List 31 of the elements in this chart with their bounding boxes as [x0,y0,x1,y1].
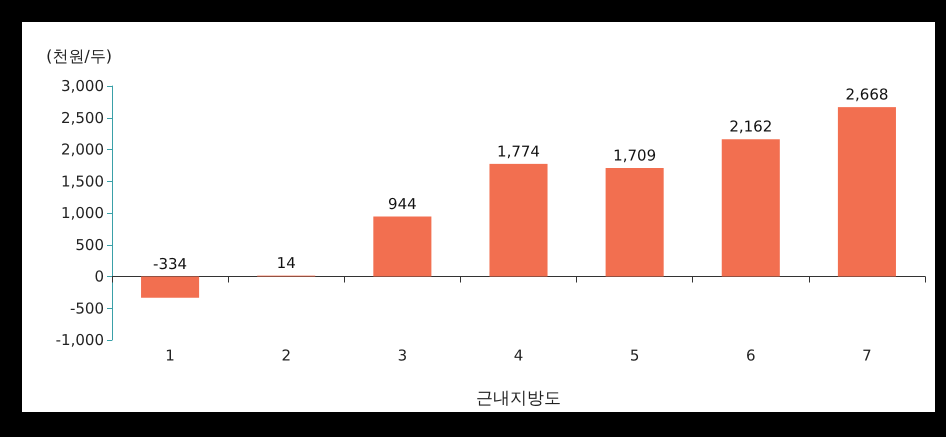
y-tick-label: 3,000 [61,77,104,95]
bar [373,216,432,276]
y-tick-label: 500 [75,236,104,254]
data-label: 944 [388,195,417,214]
data-label: -334 [153,255,188,273]
x-tick-label: 3 [398,346,408,364]
y-axis-title: (천원/두) [46,46,112,66]
bar [722,139,780,276]
data-label: 1,709 [613,146,656,164]
data-label: 2,162 [729,118,772,136]
x-tick-label: 7 [862,346,872,364]
y-tick-label: 2,000 [61,140,104,158]
x-tick-label: 5 [630,346,640,364]
y-tick-label: -500 [70,299,104,318]
data-label: 1,774 [497,142,540,160]
bar [838,107,896,276]
x-tick-label: 6 [746,346,756,364]
x-tick-label: 1 [165,346,175,364]
bar [489,164,548,276]
bar [606,168,664,276]
data-label: 14 [276,254,296,272]
y-tick-label: 1,500 [61,172,104,190]
y-tick-label: 0 [94,268,104,286]
bar [141,276,200,298]
data-label: 2,668 [845,86,888,104]
x-axis-title: 근내지방도 [476,388,561,408]
y-tick-label: 1,000 [61,204,104,222]
x-tick-label: 4 [514,346,524,364]
y-tick-label: 2,500 [61,108,104,127]
x-tick-label: 2 [281,346,291,364]
y-tick-label: -1,000 [56,331,104,349]
